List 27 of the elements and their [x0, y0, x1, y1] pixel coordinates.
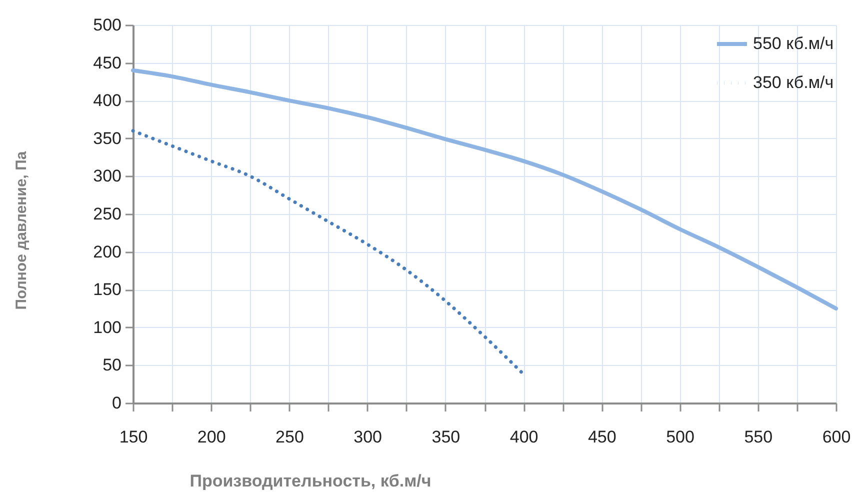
- line-series: [131, 68, 838, 310]
- x-tick-label: 500: [666, 428, 694, 446]
- y-tick-label: 100: [93, 318, 122, 337]
- x-tick-label: 400: [510, 428, 538, 446]
- x-tick-label: 150: [119, 428, 148, 446]
- y-tick-label: 0: [112, 394, 122, 412]
- y-tick-label: 300: [93, 166, 122, 186]
- x-tick-label: 550: [744, 428, 773, 446]
- legend-label: 350 кб.м/ч: [753, 73, 834, 92]
- y-tick-label: 200: [93, 242, 122, 262]
- y-tick-label: 50: [102, 356, 122, 375]
- y-tick-label: 400: [93, 91, 122, 110]
- x-tick-label: 450: [588, 428, 616, 446]
- x-axis-title: Производительность, кб.м/ч: [190, 472, 432, 490]
- y-tick-label: 450: [93, 53, 122, 72]
- y-tick-label: 350: [93, 128, 122, 148]
- y-tick-label: 150: [93, 280, 122, 300]
- legend-label: 550 кб.м/ч: [753, 34, 834, 53]
- x-tick-label: 200: [197, 428, 226, 446]
- y-tick-label: 500: [93, 16, 122, 34]
- y-axis-title: Полное давление, Па: [13, 150, 30, 310]
- x-tick-label: 600: [822, 428, 851, 446]
- x-tick-label: 300: [354, 428, 382, 446]
- x-tick-label: 250: [276, 428, 304, 446]
- y-tick-label: 250: [93, 204, 122, 224]
- line-series: [131, 129, 526, 376]
- x-tick-label: 350: [432, 428, 460, 446]
